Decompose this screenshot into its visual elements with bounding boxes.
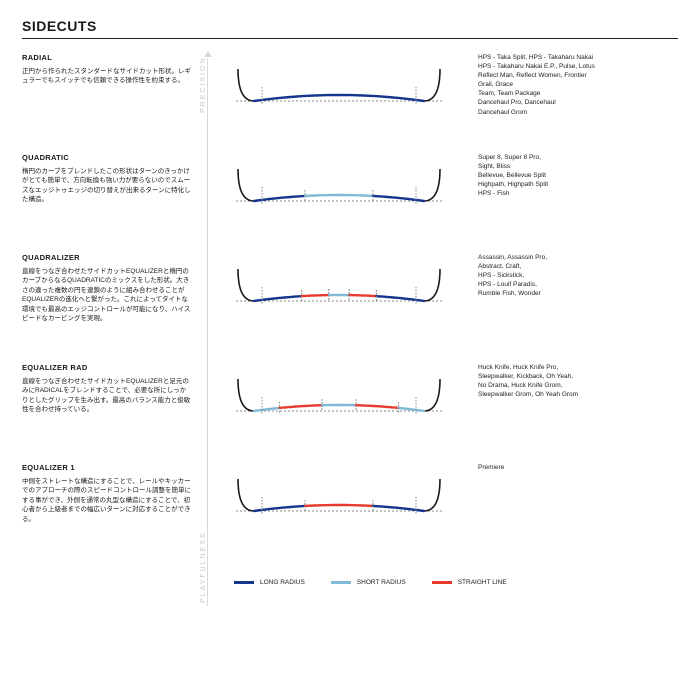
desc-heading: EQUALIZER 1 [22, 463, 192, 474]
models-equalizer-rad: Huck Knife, Huck Knife Pro,Sleepwalker, … [478, 363, 658, 463]
legend-long-label: LONG RADIUS [260, 579, 305, 586]
axis-line [207, 58, 208, 606]
desc-body: 直線をつなぎ合わせたサイドカットEQUALIZERと楕円のカーブからなるQUAD… [22, 267, 192, 324]
diagram-equalizer-1 [210, 463, 460, 563]
axis-label-bottom: PLAYFULNESS [200, 543, 207, 603]
legend-straight: STRAIGHT LINE [432, 579, 507, 586]
swatch-straight [432, 581, 452, 584]
swatch-long [234, 581, 254, 584]
models-quadralizer: Assassin, Assassin Pro,Abstract, Craft,H… [478, 253, 658, 363]
desc-heading: QUADRALIZER [22, 253, 192, 264]
legend-short-label: SHORT RADIUS [357, 579, 406, 586]
desc-heading: EQUALIZER RAD [22, 363, 192, 374]
legend-short: SHORT RADIUS [331, 579, 406, 586]
desc-body: 直線をつなぎ合わせたサイドカットEQUALIZERと足元のみにRADICALをブ… [22, 377, 192, 415]
diagram-radial [210, 53, 460, 153]
diagram-quadralizer [210, 253, 460, 363]
desc-body: 楕円のカーブをブレンドしたこの形状はターンのきっかけがとても簡単で、方向転換も強… [22, 167, 192, 205]
diagram-quadratic [210, 153, 460, 253]
models-radial: HPS - Taka Split, HPS - Takaharu NakaiHP… [478, 53, 658, 153]
desc-quadralizer: QUADRALIZER 直線をつなぎ合わせたサイドカットEQUALIZERと楕円の… [22, 253, 192, 363]
desc-equalizer-1: EQUALIZER 1 中側をストレートな構造にすることで、レールやキッカーでのア… [22, 463, 192, 563]
models-equalizer-1: Premiere [478, 463, 658, 563]
page-title: SIDECUTS [22, 18, 678, 34]
divider [22, 38, 678, 39]
desc-body: 中側をストレートな構造にすることで、レールやキッカーでのアプローチの際のスピード… [22, 477, 192, 524]
desc-heading: RADIAL [22, 53, 192, 64]
legend-long: LONG RADIUS [234, 579, 305, 586]
legend: LONG RADIUS SHORT RADIUS STRAIGHT LINE [210, 579, 658, 586]
desc-equalizer-rad: EQUALIZER RAD 直線をつなぎ合わせたサイドカットEQUALIZERと足… [22, 363, 192, 463]
desc-body: 正円から作られたスタンダードなサイドカット形状。レギュラーでもスイッチでも信頼で… [22, 67, 192, 86]
desc-radial: RADIAL 正円から作られたスタンダードなサイドカット形状。レギュラーでもスイッ… [22, 53, 192, 153]
desc-heading: QUADRATIC [22, 153, 192, 164]
diagram-equalizer-rad [210, 363, 460, 463]
axis-label-top: PRECISION [200, 63, 207, 113]
legend-straight-label: STRAIGHT LINE [458, 579, 507, 586]
swatch-short [331, 581, 351, 584]
sidecut-grid: PRECISION PLAYFULNESS RADIAL正円から作られたスタンダ… [22, 53, 678, 586]
models-quadratic: Super 8, Super 8 Pro,Sight, BlissBellevu… [478, 153, 658, 253]
desc-quadratic: QUADRATIC 楕円のカーブをブレンドしたこの形状はターンのきっかけがとても簡… [22, 153, 192, 253]
